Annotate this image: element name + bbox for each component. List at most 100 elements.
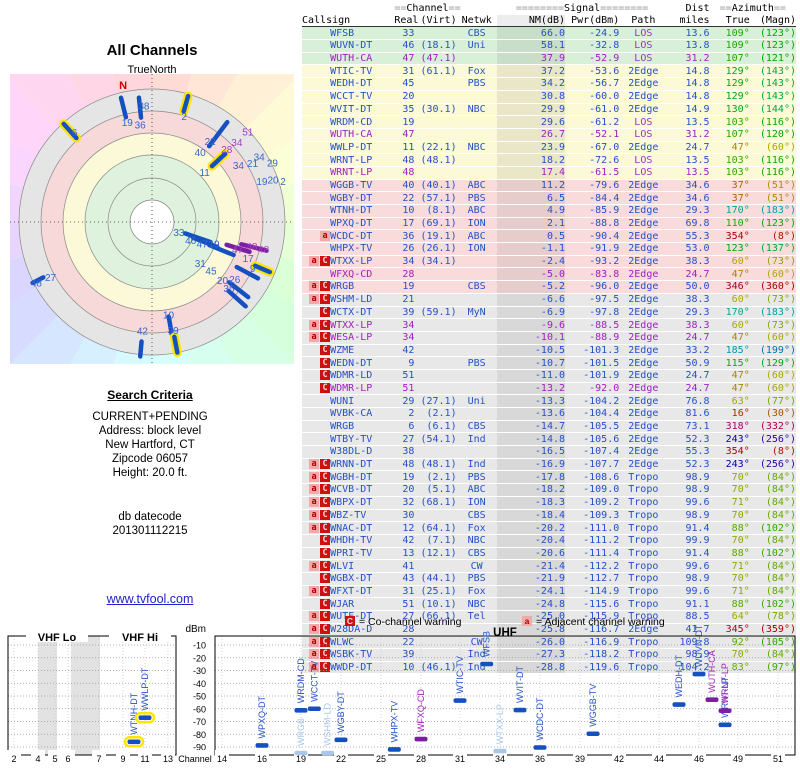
cell-virtual-channel [414,78,456,91]
cell-path: LOS [634,116,653,128]
cell-distance-miles: 31.2 [685,53,710,65]
cell-path: Tropo [628,560,659,572]
cell-callsign: WCTX-DT [330,306,373,318]
cell-azimuth-magnetic: (256°) [759,459,796,471]
warning-badges: C [302,598,331,611]
cell-power-dbm: -104.4 [583,408,620,420]
cell-azimuth-true: 129° [725,65,750,77]
cell-noise-margin: -6.9 [496,306,566,319]
warning-badges [302,433,330,446]
table-row: C WJAR 51 (10.1) NBC -24.8 -115.6 Tropo 91.1 88° (… [302,597,796,611]
cell-network [457,382,497,395]
cell-path: 2Edge [628,243,659,255]
station-label: WVIT-DT [515,666,525,703]
cell-network: Uni [467,40,486,52]
header-true: True [709,14,750,28]
radar-channel-label: 11 [199,168,210,179]
cell-distance-miles: 91.4 [685,522,710,534]
radar-channel-label: 29 [267,158,279,169]
cell-power-dbm: -109.0 [583,484,620,496]
cell-callsign: WBZ-TV [330,509,367,521]
cell-noise-margin: 4.9 [496,204,566,218]
cell-azimuth-magnetic: (116°) [759,154,796,166]
cell-network [457,344,497,357]
cell-azimuth-true: 354° [725,230,750,242]
cell-azimuth-true: 47° [731,382,750,394]
radar-channel-label: 36 [135,121,147,132]
cell-callsign: WHDH-TV [330,535,373,547]
cell-distance-miles: 13.5 [685,167,710,179]
cell-callsign: WGBY-DT [330,192,373,204]
cell-azimuth-true: 130° [725,103,750,115]
tick-bg [255,750,269,762]
tick-bg [215,750,229,762]
radar-channel-label: 48 [246,242,258,253]
channel-tick: 36 [535,754,545,764]
dbm-tick: -30 [193,666,206,676]
cell-distance-miles: 14.9 [685,103,710,115]
cell-azimuth-magnetic: (73°) [765,294,796,306]
station-marker [334,737,348,743]
cell-azimuth-magnetic: (123°) [759,40,796,52]
warning-badges [302,243,330,256]
cell-azimuth-magnetic: (144°) [759,103,796,115]
station-bar [207,242,236,258]
table-row: a C WCVB-DT 20 (5.1) ABC -18.2 -109.0 Tropo 98.9 7… [302,483,796,497]
cell-power-dbm: -109.2 [583,497,620,509]
cell-azimuth-true: 354° [725,446,750,458]
co-channel-warning-icon: C [320,471,331,482]
cell-distance-miles: 99.6 [685,560,710,572]
cell-power-dbm: -79.6 [589,179,620,191]
table-row: C WDMR-LD 51 -11.0 -101.9 2Edge 24.7 47° (60°) [302,369,796,383]
cell-virtual-channel: (68.1) [420,497,457,509]
cell-distance-miles: 99.6 [685,585,710,597]
co-channel-warning-icon: C [320,306,331,317]
cell-path: LOS [634,154,653,166]
cell-real-channel: 26 [402,243,415,255]
cell-azimuth-true: 243° [725,459,750,471]
station-table-wrap: ==Channel== ========Signal======== Dist … [302,3,798,674]
cell-azimuth-magnetic: (121°) [759,53,796,65]
cell-power-dbm: -52.1 [589,129,620,141]
table-row: W38DL-D 38 -16.5 -107.4 2Edge 55.3 354° (8°) [302,445,796,459]
radar-channel-label: 33 [173,228,185,239]
cell-virtual-channel: (64.1) [420,522,457,534]
cell-callsign: WPRI-TV [330,547,373,559]
cell-power-dbm: -107.4 [583,446,620,458]
warning-badges [302,116,330,129]
adjacent-warning-icon: a [309,522,320,533]
cell-callsign: WUVN-DT [330,40,373,52]
cell-path: 2Edge [628,141,659,153]
cell-network [457,268,497,281]
table-row: a C WFXT-DT 31 (25.1) Fox -24.1 -114.9 Tropo 99.6… [302,585,796,598]
station-label: WCDC-DT [535,697,545,740]
table-row: C WDMR-LP 51 -13.2 -92.0 2Edge 24.7 47° (60°) [302,382,796,395]
marker-highlight [123,736,145,748]
cell-network: Ind [467,459,486,471]
station-marker [255,743,269,748]
cell-real-channel: 35 [402,103,415,115]
tvfool-link[interactable]: www.tvfool.com [106,592,194,606]
cell-noise-margin: -6.6 [496,293,566,306]
radar-channel-label: 9 [250,264,256,275]
cell-noise-margin: 29.6 [496,115,566,129]
cell-azimuth-magnetic: (8°) [771,230,796,242]
cell-path: Tropo [628,585,659,597]
cell-noise-margin: 23.9 [496,141,566,154]
table-row: a C W28DA-D 28 -25.8 -116.7 2Edge 41.7 345° (359°… [302,623,796,636]
table-row: WTBY-TV 27 (54.1) Ind -14.8 -105.6 2Edge 52.3 24… [302,432,796,446]
warning-badges [302,166,330,179]
radar-channel-label: 17 [243,254,255,265]
cell-real-channel: 21 [402,294,415,306]
cell-virtual-channel: (59.1) [420,306,457,318]
cell-real-channel: 20 [402,91,415,103]
cell-azimuth-magnetic: (137°) [759,243,796,255]
cell-real-channel: 33 [402,27,415,39]
cell-power-dbm: -112.7 [583,573,620,585]
cell-callsign: WBPX-DT [330,497,373,509]
table-row: WGGB-TV 40 (40.1) ABC 11.2 -79.6 2Edge 34.6 37° (… [302,179,796,192]
cell-azimuth-magnetic: (78°) [765,611,796,623]
cell-noise-margin: 37.2 [496,64,566,78]
cell-path: 2Edge [628,179,659,191]
